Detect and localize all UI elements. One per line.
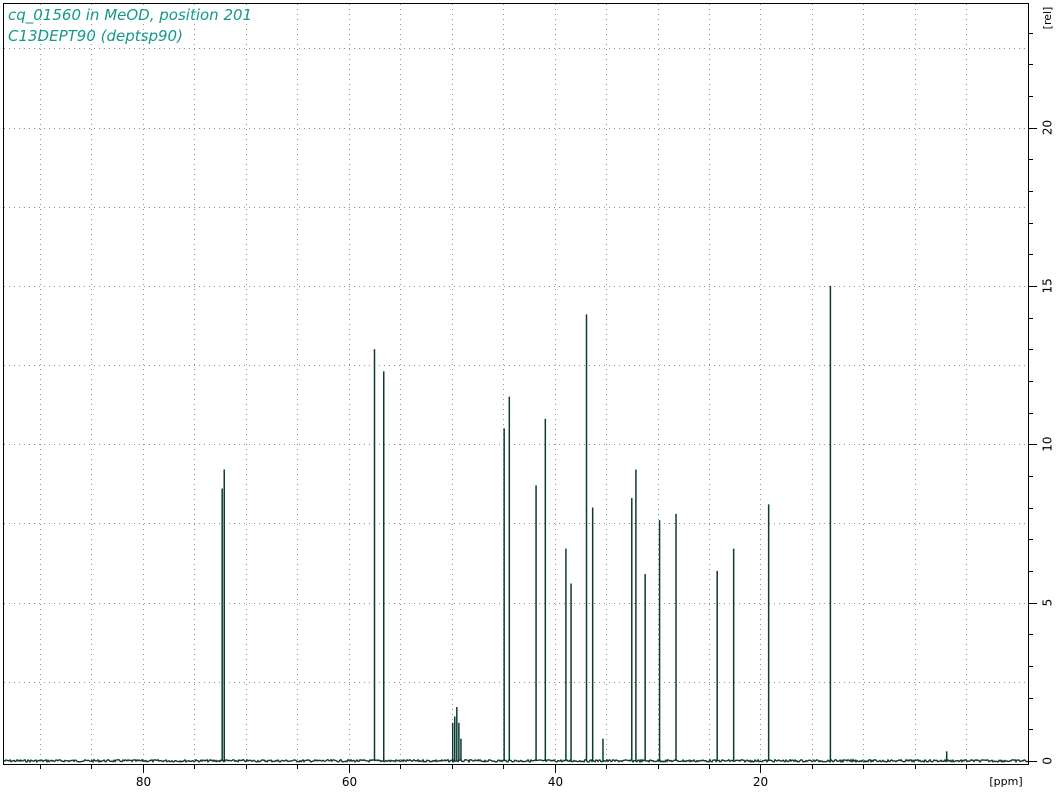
y-tick-label: 5 bbox=[1041, 599, 1055, 607]
y-tick-label: 20 bbox=[1041, 120, 1055, 135]
x-tick-label: 20 bbox=[753, 775, 768, 789]
y-axis-label: [rel] bbox=[1041, 7, 1054, 30]
x-axis-label: [ppm] bbox=[989, 775, 1022, 788]
plot-frame bbox=[3, 3, 1029, 765]
y-tick-label: 15 bbox=[1041, 278, 1055, 293]
spectrum-layer bbox=[3, 285, 1029, 764]
spectrum-baseline bbox=[3, 758, 1029, 764]
experiment-label: C13DEPT90 (deptsp90) bbox=[8, 27, 183, 45]
y-tick-label: 10 bbox=[1041, 437, 1055, 452]
x-tick-label: 80 bbox=[136, 775, 151, 789]
spectrum-title: cq_01560 in MeOD, position 201 bbox=[8, 6, 253, 24]
x-tick-label: 40 bbox=[548, 775, 563, 789]
x-tick-label: 60 bbox=[342, 775, 357, 789]
axes-layer: 80 60 40 20 0 5 10 15 20 bbox=[40, 33, 1055, 789]
grid-layer bbox=[4, 4, 1028, 764]
y-tick-label: 0 bbox=[1041, 757, 1055, 765]
